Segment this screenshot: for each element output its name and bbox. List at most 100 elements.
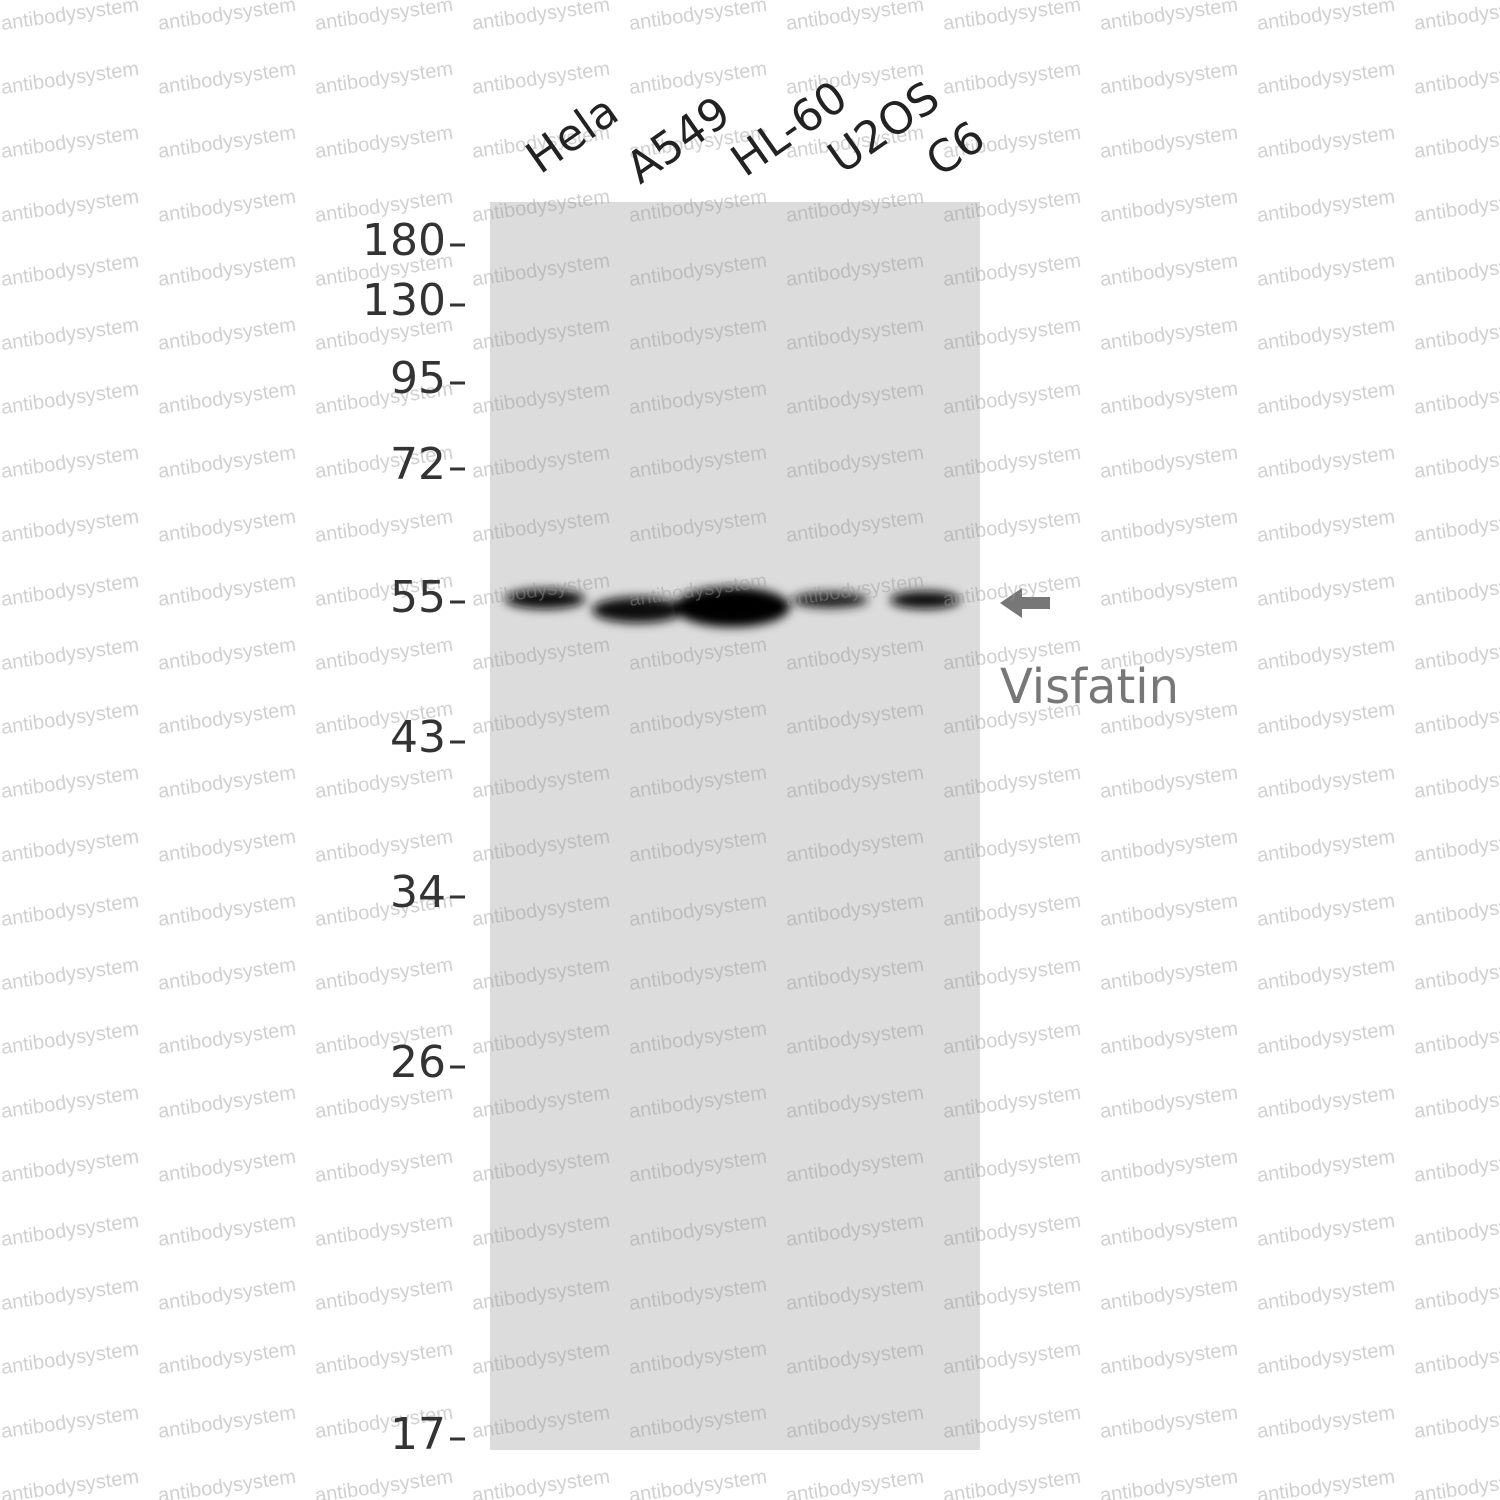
watermark: antibodysystem xyxy=(1099,506,1240,547)
watermark: antibodysystem xyxy=(0,890,140,931)
watermark: antibodysystem xyxy=(1413,122,1500,163)
watermark: antibodysystem xyxy=(314,1146,455,1187)
watermark: antibodysystem xyxy=(157,1018,298,1059)
watermark: antibodysystem xyxy=(0,250,140,291)
watermark: antibodysystem xyxy=(1099,570,1240,611)
watermark: antibodysystem xyxy=(1099,58,1240,99)
marker-label: 26 xyxy=(390,1037,446,1088)
watermark: antibodysystem xyxy=(1099,0,1240,35)
bands xyxy=(505,587,960,627)
watermark: antibodysystem xyxy=(157,250,298,291)
watermark: antibodysystem xyxy=(1256,890,1397,931)
watermark: antibodysystem xyxy=(314,1338,455,1379)
watermark: antibodysystem xyxy=(1413,1274,1500,1315)
lane-label: Hela xyxy=(517,85,628,184)
watermark: antibodysystem xyxy=(0,570,140,611)
watermark: antibodysystem xyxy=(157,314,298,355)
watermark: antibodysystem xyxy=(0,634,140,675)
watermark: antibodysystem xyxy=(157,1210,298,1251)
watermark: antibodysystem xyxy=(1099,890,1240,931)
watermark: antibodysystem xyxy=(942,186,1083,227)
watermark: antibodysystem xyxy=(1099,1210,1240,1251)
watermark: antibodysystem xyxy=(942,0,1083,35)
watermark: antibodysystem xyxy=(0,314,140,355)
watermark: antibodysystem xyxy=(942,1466,1083,1500)
watermark: antibodysystem xyxy=(0,58,140,99)
watermark: antibodysystem xyxy=(1413,570,1500,611)
blot-membrane xyxy=(490,202,980,1450)
watermark: antibodysystem xyxy=(1099,1274,1240,1315)
marker-label: 17 xyxy=(390,1409,446,1460)
watermark: antibodysystem xyxy=(628,1466,769,1500)
watermark: antibodysystem xyxy=(314,762,455,803)
watermark: antibodysystem xyxy=(0,1402,140,1443)
lane-label: A549 xyxy=(617,87,740,194)
watermark: antibodysystem xyxy=(1256,314,1397,355)
watermark: antibodysystem xyxy=(1413,1146,1500,1187)
watermark: antibodysystem xyxy=(157,58,298,99)
band xyxy=(505,589,585,609)
watermark: antibodysystem xyxy=(1256,1466,1397,1500)
watermark: antibodysystem xyxy=(314,122,455,163)
watermark: antibodysystem xyxy=(0,698,140,739)
watermark: antibodysystem xyxy=(0,122,140,163)
watermark: antibodysystem xyxy=(1256,954,1397,995)
watermark: antibodysystem xyxy=(1256,826,1397,867)
watermark: antibodysystem xyxy=(0,826,140,867)
watermark: antibodysystem xyxy=(0,1466,140,1500)
watermark: antibodysystem xyxy=(314,826,455,867)
watermark: antibodysystem xyxy=(1256,570,1397,611)
watermark: antibodysystem xyxy=(157,762,298,803)
watermark: antibodysystem xyxy=(1413,0,1500,35)
watermark: antibodysystem xyxy=(1413,634,1500,675)
watermark: antibodysystem xyxy=(1099,1338,1240,1379)
watermark: antibodysystem xyxy=(1099,1146,1240,1187)
watermark: antibodysystem xyxy=(1256,634,1397,675)
watermark: antibodysystem xyxy=(0,954,140,995)
watermark: antibodysystem xyxy=(157,826,298,867)
watermark: antibodysystem xyxy=(1256,1402,1397,1443)
watermark: antibodysystem xyxy=(314,58,455,99)
watermark: antibodysystem xyxy=(1256,1082,1397,1123)
watermark: antibodysystem xyxy=(314,1466,455,1500)
watermark: antibodysystem xyxy=(1413,1210,1500,1251)
watermark: antibodysystem xyxy=(471,1466,612,1500)
watermark: antibodysystem xyxy=(0,1018,140,1059)
watermark: antibodysystem xyxy=(1099,442,1240,483)
watermark: antibodysystem xyxy=(1256,506,1397,547)
watermark: antibodysystem xyxy=(157,186,298,227)
watermark: antibodysystem xyxy=(1413,442,1500,483)
watermark: antibodysystem xyxy=(157,1146,298,1187)
band xyxy=(674,587,790,627)
arrow xyxy=(1000,588,1050,618)
watermark: antibodysystem xyxy=(1413,58,1500,99)
watermark: antibodysystem xyxy=(1256,250,1397,291)
band xyxy=(890,591,960,609)
watermark: antibodysystem xyxy=(1413,762,1500,803)
watermark: antibodysystem xyxy=(1413,890,1500,931)
watermark: antibodysystem xyxy=(1099,826,1240,867)
marker-label: 55 xyxy=(390,572,446,623)
watermark: antibodysystem xyxy=(1413,698,1500,739)
watermark: antibodysystem xyxy=(157,0,298,35)
watermark: antibodysystem xyxy=(157,890,298,931)
watermark: antibodysystem xyxy=(157,506,298,547)
watermark: antibodysystem xyxy=(1099,954,1240,995)
watermark: antibodysystem xyxy=(1256,0,1397,35)
watermark: antibodysystem xyxy=(157,122,298,163)
watermark: antibodysystem xyxy=(1099,378,1240,419)
watermark: antibodysystem xyxy=(1099,762,1240,803)
watermark: antibodysystem xyxy=(1256,1210,1397,1251)
watermark: antibodysystem xyxy=(1256,442,1397,483)
watermark: antibodysystem xyxy=(157,1082,298,1123)
marker-label: 43 xyxy=(390,712,446,763)
band xyxy=(792,592,868,608)
watermark: antibodysystem xyxy=(314,1274,455,1315)
marker-label: 95 xyxy=(390,353,446,404)
watermark: antibodysystem xyxy=(1413,378,1500,419)
watermark: antibodysystem xyxy=(1413,1466,1500,1500)
watermark: antibodysystem xyxy=(314,954,455,995)
watermark: antibodysystem xyxy=(314,1210,455,1251)
